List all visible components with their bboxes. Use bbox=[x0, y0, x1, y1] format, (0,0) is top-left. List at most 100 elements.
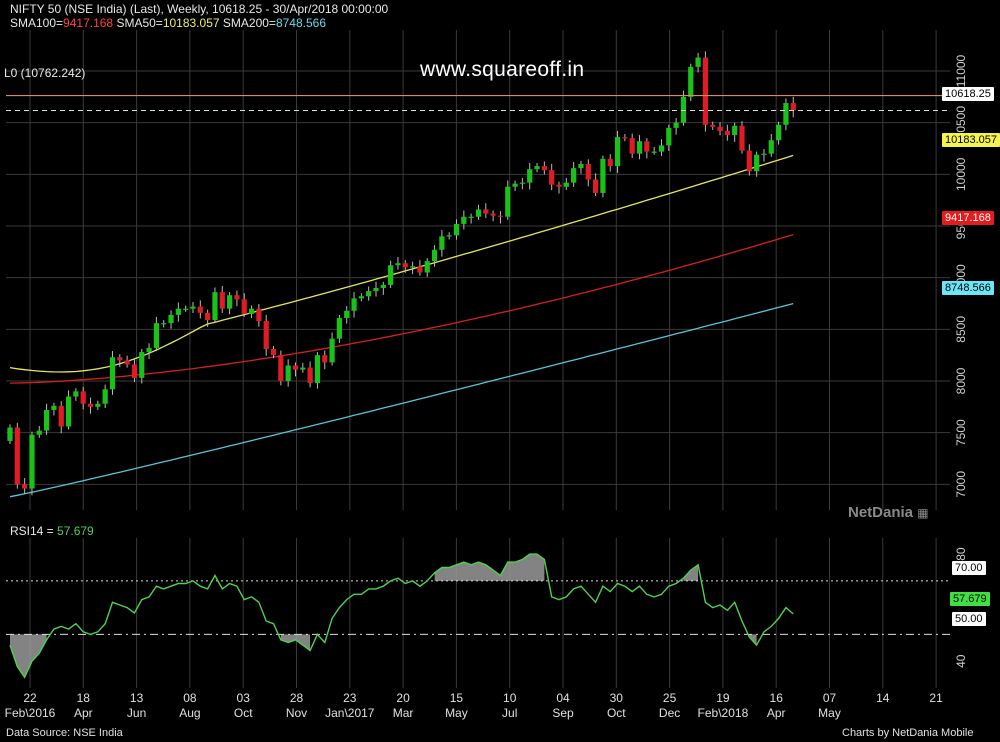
candle-down bbox=[746, 150, 752, 172]
candle-up bbox=[212, 292, 218, 321]
sma200-legend-label: SMA200= bbox=[222, 16, 276, 30]
x-tick-day: 15 bbox=[450, 691, 464, 705]
candle-down bbox=[256, 308, 262, 322]
candle-up bbox=[600, 158, 606, 193]
candle-up bbox=[651, 151, 657, 153]
x-tick-day: 16 bbox=[770, 691, 784, 705]
x-tick-day: 07 bbox=[823, 691, 837, 705]
x-tick-day: 13 bbox=[130, 691, 144, 705]
candle-up bbox=[754, 154, 760, 172]
y-tick-label: 8000 bbox=[954, 367, 968, 394]
sma-lines bbox=[9, 154, 794, 498]
candle-up bbox=[358, 296, 364, 299]
sma50-badge: 10183.057 bbox=[942, 133, 1000, 147]
candle-down bbox=[307, 367, 313, 384]
rsi-line bbox=[9, 553, 794, 679]
candle-up bbox=[102, 389, 108, 404]
level-line-label: L0 (10762.242) bbox=[4, 66, 86, 80]
candle-up bbox=[761, 153, 767, 155]
candle-down bbox=[593, 179, 599, 193]
candle-up bbox=[563, 182, 569, 187]
candle-up bbox=[109, 357, 116, 390]
candle-down bbox=[790, 103, 796, 111]
last-price-badge: 10618.25 bbox=[942, 87, 994, 101]
level-lines bbox=[6, 94, 950, 111]
sma100-legend-label: SMA100= bbox=[10, 16, 64, 30]
candle-down bbox=[270, 348, 277, 356]
candle-up bbox=[175, 308, 181, 315]
candle-down bbox=[219, 292, 225, 309]
brand-logo-icon: ▦ bbox=[917, 506, 928, 520]
candle-up bbox=[768, 140, 774, 154]
candle-up bbox=[139, 352, 145, 378]
candle-down bbox=[87, 403, 94, 407]
candle-down bbox=[717, 126, 723, 131]
candle-down bbox=[22, 484, 28, 489]
x-tick-day: 25 bbox=[663, 691, 677, 705]
x-tick-day: 08 bbox=[183, 691, 197, 705]
candle-up bbox=[527, 169, 533, 183]
candle-up bbox=[431, 249, 438, 262]
candle-down bbox=[292, 365, 299, 370]
rsi-tick-label: 80 bbox=[954, 547, 968, 561]
candle-down bbox=[541, 166, 547, 171]
chart-title: NIFTY 50 (NSE India) (Last), Weekly, 106… bbox=[10, 2, 389, 16]
x-tick-month: Feb\2016 bbox=[5, 706, 56, 720]
candle-down bbox=[556, 184, 562, 187]
candle-up bbox=[146, 347, 152, 353]
x-tick-month: Oct bbox=[607, 706, 626, 720]
brand-watermark: NetDania ▦ bbox=[848, 504, 929, 521]
candle-up bbox=[453, 223, 460, 236]
candle-down bbox=[14, 427, 20, 485]
candle-down bbox=[497, 215, 504, 217]
rsi-below-mid-fill bbox=[10, 634, 47, 678]
candle-down bbox=[549, 170, 555, 185]
candle-down bbox=[483, 209, 489, 214]
y-tick-label: 11000 bbox=[954, 54, 968, 87]
candle-up bbox=[424, 261, 430, 273]
candle-up bbox=[183, 308, 189, 310]
candle-up bbox=[161, 323, 167, 325]
x-tick-day: 23 bbox=[343, 691, 357, 705]
sma50-legend-value: 10183.057 bbox=[162, 16, 220, 30]
candle-up bbox=[95, 403, 101, 407]
candle-up bbox=[373, 288, 379, 292]
time-axis-labels: 22Feb\201618Apr13Jun08Aug03Oct28Nov23Jan… bbox=[5, 691, 943, 720]
candle-up bbox=[336, 317, 342, 339]
candle-down bbox=[234, 295, 240, 300]
candle-down bbox=[322, 355, 328, 363]
candlesticks bbox=[7, 51, 796, 496]
x-tick-month: Apr bbox=[767, 706, 786, 720]
candle-up bbox=[388, 265, 394, 285]
x-tick-day: 04 bbox=[556, 691, 570, 705]
candle-up bbox=[439, 236, 445, 250]
x-tick-month: Oct bbox=[234, 706, 253, 720]
watermark-site: www.squareoff.in bbox=[420, 58, 585, 81]
sma100-legend-value: 9417.168 bbox=[63, 16, 114, 30]
candle-up bbox=[446, 235, 452, 237]
candle-up bbox=[680, 96, 687, 123]
x-tick-day: 28 bbox=[290, 691, 304, 705]
y-tick-label: 7500 bbox=[954, 419, 968, 446]
candle-up bbox=[475, 209, 482, 217]
candle-up bbox=[65, 396, 72, 427]
candle-up bbox=[505, 186, 511, 217]
candle-down bbox=[197, 306, 203, 313]
candle-up bbox=[285, 365, 291, 381]
candle-down bbox=[702, 57, 708, 125]
candle-up bbox=[44, 409, 50, 431]
sma-line-sma50 bbox=[9, 154, 794, 373]
rsi-50-badge: 50.00 bbox=[952, 612, 986, 626]
candle-up bbox=[512, 183, 518, 187]
x-tick-month: Nov bbox=[286, 706, 307, 720]
candle-up bbox=[571, 168, 577, 183]
y-tick-label: 10000 bbox=[954, 157, 968, 191]
candle-up bbox=[168, 314, 174, 324]
candle-down bbox=[241, 299, 247, 314]
candle-down bbox=[644, 141, 650, 152]
candle-up bbox=[36, 430, 42, 435]
y-tick-label: 10500 bbox=[954, 106, 968, 140]
rsi-overbought-fill bbox=[683, 564, 699, 581]
candle-up bbox=[366, 291, 372, 297]
